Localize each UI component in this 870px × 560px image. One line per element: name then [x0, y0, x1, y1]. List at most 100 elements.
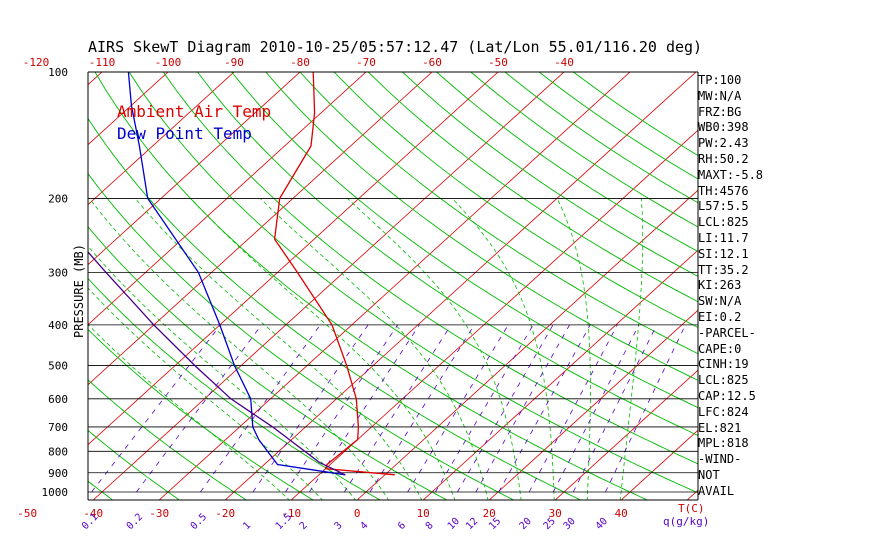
stat-item: L57:5.5: [698, 199, 749, 214]
moist-adiabat-line: [88, 245, 357, 500]
mixing-ratio-label: 4: [358, 520, 370, 532]
top-temp-tick-label: -50: [488, 56, 508, 69]
mixing-ratio-label: 1: [241, 520, 253, 532]
mixing-ratio-line: [528, 324, 618, 493]
mixing-ratio-label: 6: [396, 520, 408, 532]
pressure-tick-label: 300: [48, 266, 68, 279]
dry-adiabat-line: [265, 72, 698, 381]
stat-item: TP:100: [698, 73, 742, 87]
series-line-dew-point-temp: [127, 72, 346, 476]
stat-item: SW:N/A: [698, 294, 742, 309]
mixing-ratio-line: [369, 324, 475, 493]
stat-item: -PARCEL-: [698, 325, 756, 340]
stat-item: TT:35.2: [698, 262, 749, 277]
dry-adiabat-line: [231, 72, 698, 409]
isotherm-line: [88, 72, 499, 446]
isotherm-line: [0, 62, 47, 510]
legend-entry: Dew Point Temp: [117, 124, 252, 143]
stat-item: SI:12.1: [698, 246, 749, 261]
pressure-tick-label: 600: [48, 393, 68, 406]
mixing-ratio-label: 30: [562, 516, 578, 532]
top-temp-tick-label: -110: [89, 56, 116, 69]
isotherm-line: [88, 72, 367, 326]
pressure-tick-label: 700: [48, 421, 68, 434]
pressure-tick-label: 1000: [42, 486, 69, 499]
stat-item: AVAIL: [698, 483, 735, 498]
moist-adiabat-line: [190, 198, 456, 500]
dry-adiabat-line: [88, 117, 582, 500]
moist-adiabat-line: [619, 198, 644, 500]
dry-adiabat-line: [367, 72, 698, 303]
isotherm-line: [88, 72, 169, 146]
dry-adiabat-line: [88, 328, 314, 500]
mixing-ratio-label: 0.2: [125, 512, 146, 533]
pressure-tick-labels: 100 200 300 400 500 600 700 800 900 1000: [42, 66, 69, 499]
pressure-tick-label: 800: [48, 445, 68, 458]
isotherm-line: [620, 429, 698, 500]
isotherm-line: [158, 72, 631, 500]
isotherm-line: [88, 72, 103, 86]
dry-adiabat-line: [88, 226, 448, 500]
isotherm-line: [356, 189, 698, 500]
stat-item: EL:821: [698, 420, 742, 435]
isotherm-line: [88, 72, 433, 386]
pressure-tick-label: 900: [48, 467, 68, 480]
bottom-temp-tick-labels: -50 -40 -30 -20 -10 0 10 20 30 40: [17, 507, 628, 520]
top-temp-tick-labels: -120 -110 -100 -90 -80 -70 -60 -50 -40: [23, 56, 574, 69]
bottom-temp-tick-label: -30: [149, 507, 169, 520]
data-series: [88, 72, 395, 476]
mixing-ratio-label: 40: [594, 516, 610, 532]
bottom-temp-tick-label: 20: [483, 507, 496, 520]
pressure-gridlines: [88, 198, 698, 493]
dry-adiabat-line: [470, 72, 698, 228]
isotherm-line: [422, 249, 698, 500]
legend: Ambient Air Temp Dew Point Temp: [117, 102, 271, 143]
mixing-ratio-line: [252, 324, 369, 493]
isotherm-line: [88, 72, 301, 266]
stat-item: LCL:825: [698, 215, 749, 230]
pressure-tick-label: 500: [48, 360, 68, 373]
x-axis-label: T(C): [678, 502, 705, 515]
mixing-ratio-line: [136, 324, 262, 493]
mixing-ratio-line: [552, 324, 640, 493]
mixing-ratio-label: 2: [298, 520, 310, 532]
mixing-ratio-line: [498, 324, 591, 493]
isotherm-line: [554, 369, 698, 500]
y-axis-label: PRESSURE (MB): [72, 244, 86, 338]
mixing-ratio-line: [605, 324, 686, 493]
bottom-temp-tick-label: -50: [17, 507, 37, 520]
mixing-ratio-line: [343, 324, 452, 493]
isotherm-line: [290, 129, 698, 500]
moist-adiabat-line: [88, 287, 323, 500]
top-temp-tick-label: -40: [554, 56, 574, 69]
stat-item: PW:2.43: [698, 136, 749, 151]
moist-adiabat-line: [556, 198, 591, 500]
mixing-ratio-label: 0.5: [189, 512, 210, 533]
mixing-ratio-label: 3: [333, 520, 345, 532]
dry-adiabat-line: [88, 277, 381, 500]
stat-item: CAP:12.5: [698, 389, 756, 403]
mixing-ratio-line: [435, 324, 534, 493]
top-temp-tick-label: -70: [356, 56, 376, 69]
bottom-temp-tick-label: 30: [549, 507, 562, 520]
top-temp-tick-label: -120: [23, 56, 50, 69]
chart-title: AIRS SkewT Diagram 2010-10-25/05:57:12.4…: [88, 38, 702, 56]
top-temp-tick-label: -80: [290, 56, 310, 69]
stat-item: CAPE:0: [698, 341, 742, 356]
dry-adiabat-line: [88, 429, 181, 500]
dry-adiabat-line: [196, 72, 698, 436]
mixing-ratio-line: [285, 324, 398, 493]
dry-adiabat-line: [299, 72, 698, 355]
bottom-temp-tick-label: 0: [354, 507, 361, 520]
stat-item: TH:4576: [698, 183, 749, 198]
stat-item: FRZ:BG: [698, 104, 742, 119]
dry-adiabat-line: [94, 72, 649, 500]
moist-adiabat-line: [88, 323, 290, 500]
dry-adiabat-line: [333, 72, 698, 329]
moist-adiabat-line: [260, 198, 489, 500]
stat-item: LCL:825: [698, 373, 749, 388]
dry-adiabat-line: [88, 379, 248, 500]
mixing-ratio-label: 20: [518, 516, 534, 532]
moist-adiabat-line: [452, 198, 555, 500]
